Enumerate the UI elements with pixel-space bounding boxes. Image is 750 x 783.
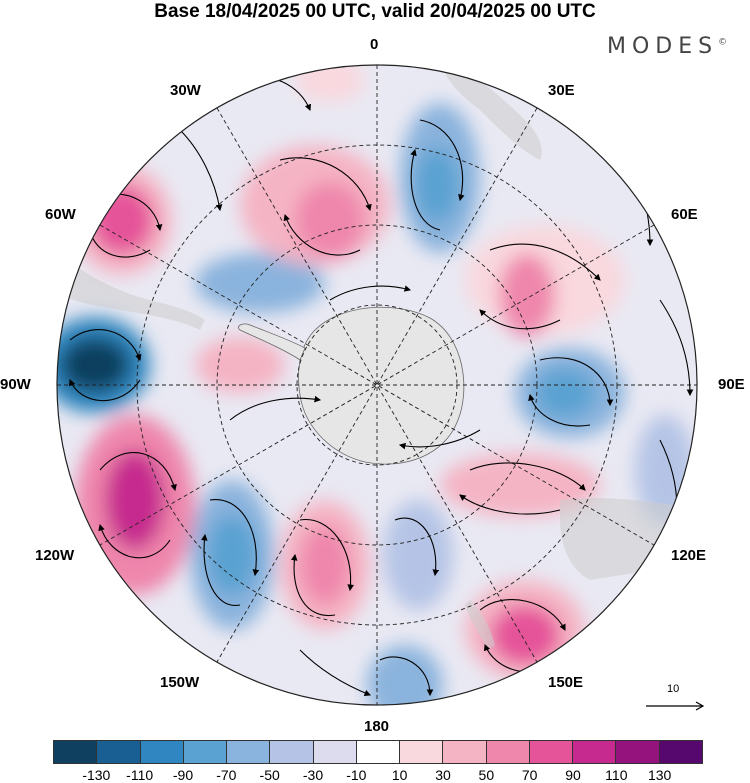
new-zealand [465,600,495,650]
lon-label-180: 180 [364,718,390,735]
colorbar-tick-label: 110 [605,767,628,783]
graticule [57,65,697,705]
south-america [57,255,205,330]
colorbar-tick-label: -110 [126,767,154,783]
colorbar-tick-label: -30 [302,767,324,783]
lon-label-30w: 30W [170,82,201,99]
lon-label-90w: 90W [0,376,31,393]
colorbar-swatch [227,741,271,763]
colorbar-tick-label: 50 [478,767,495,783]
anomaly-positive-0 [295,65,365,102]
lon-label-90e: 90E [718,376,745,393]
reference-vector-arrow [646,701,705,711]
colorbar-swatch [97,741,141,763]
map-title: Base 18/04/2025 00 UTC, valid 20/04/2025… [154,1,596,22]
colorbar-swatch [183,741,228,763]
colorbar-swatch [270,741,314,763]
lon-label-0: 0 [370,36,379,53]
australia [560,498,697,580]
brand-name: MODES [607,34,719,59]
lon-label-60e: 60E [671,206,698,223]
colorbar-swatch [140,741,184,763]
polar-map [56,64,698,706]
anomaly-negative-60w [195,253,325,313]
reference-vector-label: 10 [667,683,680,695]
colorbar-labels: -130 -110 -90 -70 -50 -30 -10 10 30 50 70 90 110 130 [53,767,703,783]
colorbar-tick-label: 30 [435,767,451,783]
anomaly-negative-180 [367,645,443,705]
colorbar-swatch [400,741,444,763]
colorbar [53,740,703,764]
lon-label-150e: 150E [548,674,584,691]
colorbar-tick-label: 70 [521,767,538,783]
colorbar-tick-label: -10 [346,767,367,783]
colorbar-tick-label: -50 [259,767,280,783]
colorbar-swatch [573,741,617,763]
colorbar-tick-label: 10 [391,767,408,783]
anomaly-positive-100w [195,337,285,393]
map-boundary [56,64,698,706]
lon-label-120e: 120E [671,547,707,564]
brand-logo: MODES© [607,34,727,59]
lon-label-150w: 150W [160,674,200,691]
colorbar-tick-label: 90 [565,767,581,783]
brand-mark: © [718,37,728,48]
anomaly-field [57,65,697,705]
colorbar-swatch [659,741,702,763]
lon-label-120w: 120W [35,547,75,564]
colorbar-tick-label: -90 [172,767,194,783]
colorbar-swatch [616,741,660,763]
colorbar-tick-label: -70 [216,767,237,783]
colorbar-swatch [54,741,98,763]
colorbar-tick-label: -130 [82,767,111,783]
colorbar-swatch [443,741,487,763]
colorbar-swatch [356,741,401,763]
colorbar-swatch [486,741,530,763]
africa [440,65,542,160]
lon-label-60w: 60W [45,206,76,223]
colorbar-swatch [313,741,357,763]
colorbar-swatch [529,741,574,763]
antarctica-landmass [298,306,465,465]
colorbar-tick-label: 130 [647,767,672,783]
anomaly-negative-160w [383,500,453,610]
lon-label-30e: 30E [548,82,575,99]
antarctic-peninsula [238,323,306,361]
